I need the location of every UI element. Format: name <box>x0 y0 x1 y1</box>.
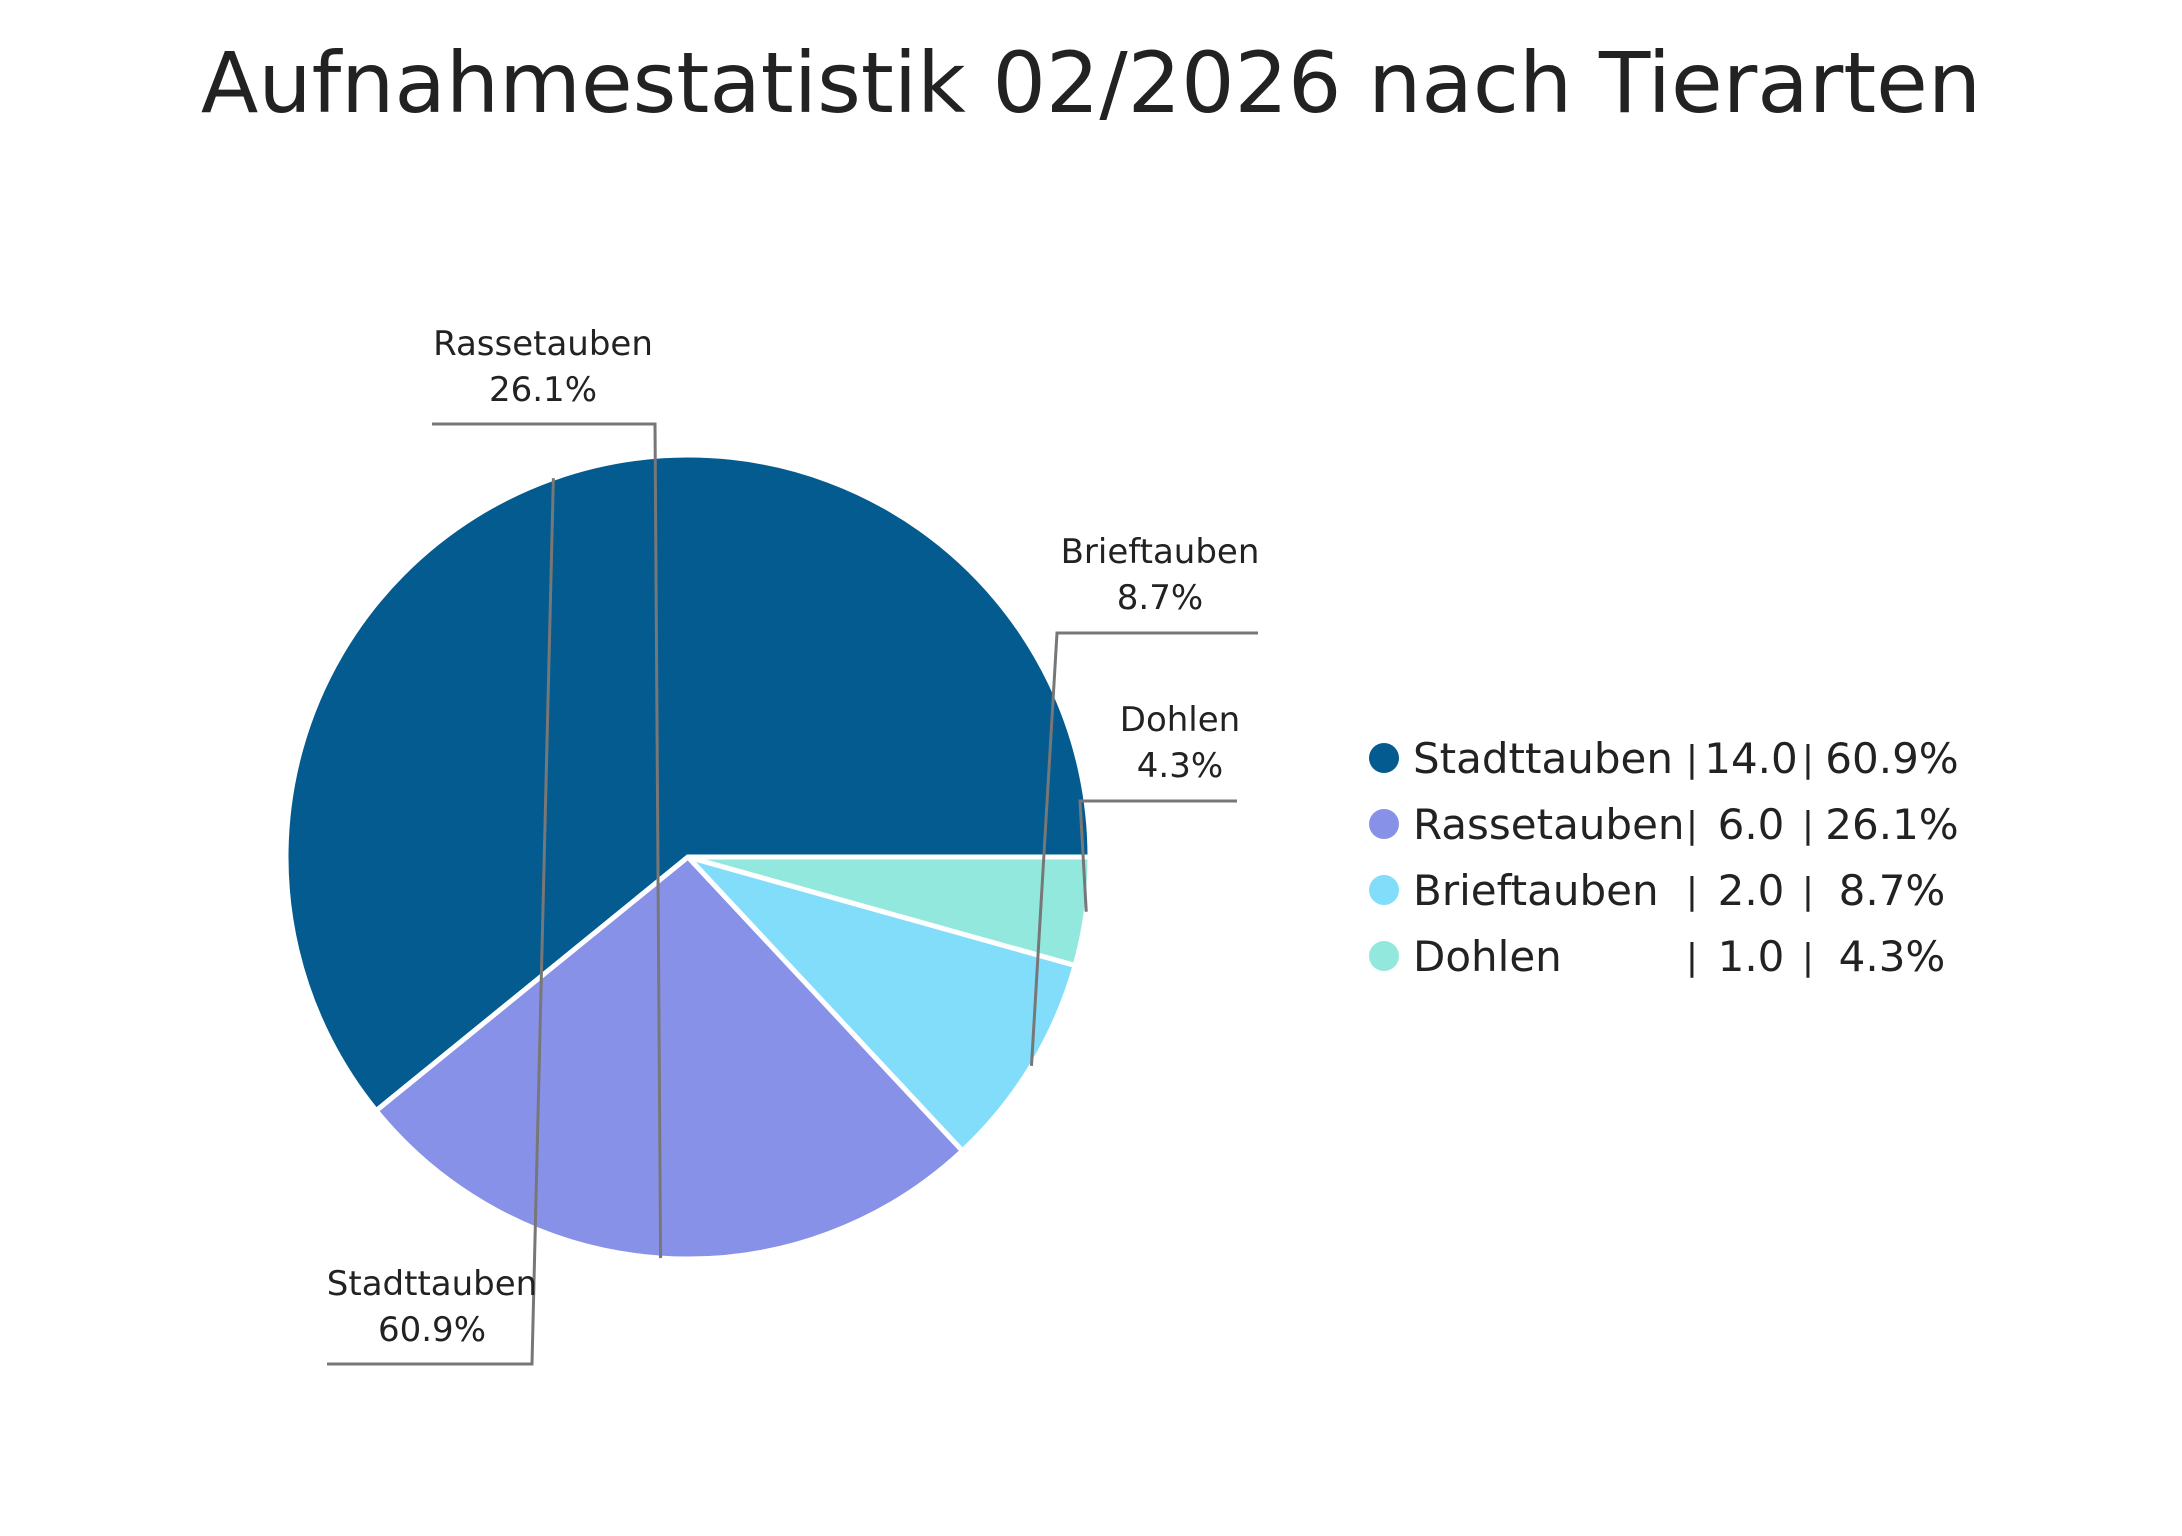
legend-row-rassetauben: Rassetauben | 6.0 | 26.1% <box>1369 800 1959 849</box>
slice-callouts: Stadttauben 60.9% Rassetauben 26.1% Brieftau… <box>327 324 1260 1366</box>
legend-separator: | <box>1802 871 1814 912</box>
callout-line-stadttauben <box>327 478 555 1366</box>
legend-label-dohlen: Dohlen <box>1413 932 1562 981</box>
legend-label-rassetauben: Rassetauben <box>1413 800 1685 849</box>
legend-separator: | <box>1802 739 1814 780</box>
callout-label-brieftauben: Brieftauben <box>1061 532 1260 572</box>
legend-separator: | <box>1686 805 1698 846</box>
legend-value-stadttauben: 14.0 <box>1704 734 1798 783</box>
legend-marker-dohlen <box>1369 941 1399 971</box>
callout-label-stadttauben: Stadttauben <box>327 1264 537 1304</box>
callout-label-rassetauben: Rassetauben <box>433 324 653 364</box>
legend-row-dohlen: Dohlen | 1.0 | 4.3% <box>1369 932 1945 981</box>
legend-separator: | <box>1802 805 1814 846</box>
legend-percent-stadttauben: 60.9% <box>1825 734 1958 783</box>
legend-marker-rassetauben <box>1369 809 1399 839</box>
legend-value-brieftauben: 2.0 <box>1718 866 1785 915</box>
legend-value-dohlen: 1.0 <box>1718 932 1785 981</box>
pie-slices <box>283 452 1093 1262</box>
legend-separator: | <box>1686 739 1698 780</box>
pie-slice-rassetauben <box>373 854 965 1262</box>
legend-row-stadttauben: Stadttauben | 14.0 | 60.9% <box>1369 734 1959 783</box>
legend-label-stadttauben: Stadttauben <box>1413 734 1673 783</box>
legend-row-brieftauben: Brieftauben | 2.0 | 8.7% <box>1369 866 1945 915</box>
callout-percent-rassetauben: 26.1% <box>489 370 597 410</box>
pie-slice-brieftauben <box>685 854 1078 1154</box>
legend-percent-rassetauben: 26.1% <box>1825 800 1958 849</box>
legend-marker-stadttauben <box>1369 743 1399 773</box>
callout-line-dohlen <box>1078 799 1237 912</box>
callout-line-rassetauben <box>432 422 663 1259</box>
legend-marker-brieftauben <box>1369 875 1399 905</box>
callout-label-dohlen: Dohlen <box>1120 700 1240 740</box>
legend-separator: | <box>1686 871 1698 912</box>
legend-separator: | <box>1802 937 1814 978</box>
callout-percent-stadttauben: 60.9% <box>378 1310 486 1350</box>
chart-title: Aufnahmestatistik 02/2026 nach Tierarten <box>201 34 1981 132</box>
legend-value-rassetauben: 6.0 <box>1718 800 1785 849</box>
legend-separator: | <box>1686 937 1698 978</box>
legend-percent-brieftauben: 8.7% <box>1839 866 1946 915</box>
legend: Stadttauben | 14.0 | 60.9%Rassetauben | 6.0 | 26… <box>1369 734 1959 981</box>
callout-percent-brieftauben: 8.7% <box>1117 578 1203 618</box>
legend-percent-dohlen: 4.3% <box>1839 932 1946 981</box>
callout-percent-dohlen: 4.3% <box>1137 746 1223 786</box>
legend-label-brieftauben: Brieftauben <box>1413 866 1659 915</box>
callout-line-brieftauben <box>1029 631 1258 1066</box>
